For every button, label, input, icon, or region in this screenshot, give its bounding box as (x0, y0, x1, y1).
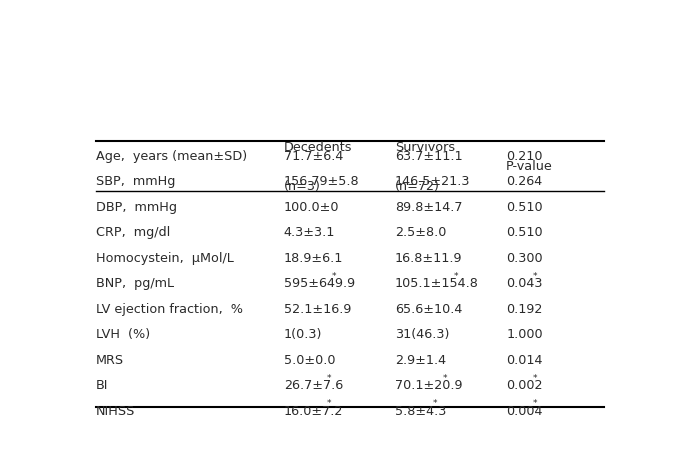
Text: NIHSS: NIHSS (96, 403, 135, 417)
Text: Decedents: Decedents (284, 140, 352, 153)
Text: 105.1±154.8: 105.1±154.8 (395, 276, 479, 289)
Text: LVH  (%): LVH (%) (96, 327, 150, 340)
Text: 100.0±0: 100.0±0 (284, 200, 339, 213)
Text: 71.7±6.4: 71.7±6.4 (284, 149, 344, 162)
Text: *: * (326, 398, 331, 408)
Text: Homocystein,  μMol/L: Homocystein, μMol/L (96, 251, 234, 264)
Text: *: * (533, 398, 538, 408)
Text: 2.5±8.0: 2.5±8.0 (395, 225, 447, 239)
Text: 0.510: 0.510 (506, 225, 543, 239)
Text: 89.8±14.7: 89.8±14.7 (395, 200, 462, 213)
Text: Survivors: Survivors (395, 140, 455, 153)
Text: 1(0.3): 1(0.3) (284, 327, 322, 340)
Text: Age,  years (mean±SD): Age, years (mean±SD) (96, 149, 247, 162)
Text: 31(46.3): 31(46.3) (395, 327, 449, 340)
Text: 5.0±0.0: 5.0±0.0 (284, 353, 335, 366)
Text: (n=3): (n=3) (284, 179, 321, 192)
Text: 0.014: 0.014 (506, 353, 543, 366)
Text: 0.210: 0.210 (506, 149, 543, 162)
Text: 1.000: 1.000 (506, 327, 543, 340)
Text: 26.7±7.6: 26.7±7.6 (284, 378, 343, 391)
Text: BI: BI (96, 378, 109, 391)
Text: 70.1±20.9: 70.1±20.9 (395, 378, 462, 391)
Text: 0.264: 0.264 (506, 174, 542, 188)
Text: (n=72): (n=72) (395, 179, 440, 192)
Text: 63.7±11.1: 63.7±11.1 (395, 149, 462, 162)
Text: 0.043: 0.043 (506, 276, 543, 289)
Text: 595±649.9: 595±649.9 (284, 276, 355, 289)
Text: 0.510: 0.510 (506, 200, 543, 213)
Text: 4.3±3.1: 4.3±3.1 (284, 225, 335, 239)
Text: *: * (443, 373, 447, 382)
Text: CRP,  mg/dl: CRP, mg/dl (96, 225, 170, 239)
Text: 5.8±4.3: 5.8±4.3 (395, 403, 447, 417)
Text: LV ejection fraction,  %: LV ejection fraction, % (96, 302, 243, 315)
Text: 16.0±7.2: 16.0±7.2 (284, 403, 344, 417)
Text: *: * (326, 373, 331, 382)
Text: P-value: P-value (506, 160, 553, 173)
Text: 0.192: 0.192 (506, 302, 542, 315)
Text: 52.1±16.9: 52.1±16.9 (284, 302, 351, 315)
Text: BNP,  pg/mL: BNP, pg/mL (96, 276, 174, 289)
Text: 0.004: 0.004 (506, 403, 543, 417)
Text: 0.002: 0.002 (506, 378, 543, 391)
Text: 0.300: 0.300 (506, 251, 543, 264)
Text: *: * (454, 271, 458, 280)
Text: *: * (533, 373, 538, 382)
Text: 16.8±11.9: 16.8±11.9 (395, 251, 462, 264)
Text: 156.79±5.8: 156.79±5.8 (284, 174, 359, 188)
Text: 146.5±21.3: 146.5±21.3 (395, 174, 471, 188)
Text: *: * (432, 398, 437, 408)
Text: 2.9±1.4: 2.9±1.4 (395, 353, 446, 366)
Text: *: * (332, 271, 337, 280)
Text: DBP,  mmHg: DBP, mmHg (96, 200, 177, 213)
Text: SBP,  mmHg: SBP, mmHg (96, 174, 176, 188)
Text: MRS: MRS (96, 353, 124, 366)
Text: 18.9±6.1: 18.9±6.1 (284, 251, 344, 264)
Text: 65.6±10.4: 65.6±10.4 (395, 302, 462, 315)
Text: *: * (533, 271, 538, 280)
